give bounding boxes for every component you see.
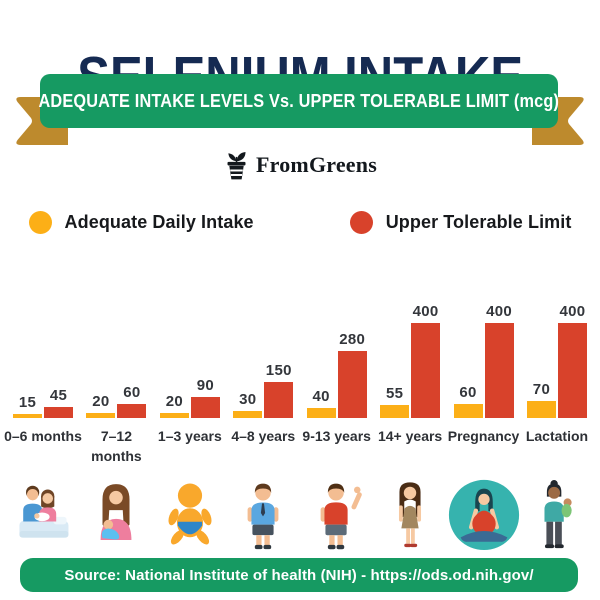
category-label: 14+ years [377, 428, 443, 444]
upper-bar [117, 404, 147, 418]
chart-legend: Adequate Daily Intake Upper Tolerable Li… [0, 211, 600, 234]
adequate-bar [86, 413, 116, 418]
upper-value-label: 400 [486, 303, 512, 320]
adequate-bar [306, 408, 336, 418]
legend-label: Adequate Daily Intake [64, 212, 254, 232]
chart-group-1-3-years: 20 90 1–3 years [157, 298, 223, 552]
adequate-value-label: 20 [92, 393, 110, 410]
chart-group-4-8-years: 30 150 4–8 years [230, 298, 296, 552]
chart-group-14-plus-years: 55 400 14+ years [377, 298, 443, 552]
adequate-value-label: 20 [165, 393, 183, 410]
upper-bar [264, 382, 294, 418]
teen-girl-icon [399, 482, 422, 548]
adequate-bar [526, 401, 556, 418]
adequate-bar [159, 413, 189, 418]
adequate-value-label: 55 [385, 385, 404, 402]
chart-group-pregnancy: 60 400 Pregnancy [448, 298, 519, 552]
category-label: 9-13 years [302, 428, 371, 444]
chart-group-lactation: 70 400 Lactation [524, 298, 590, 552]
bar-chart: 15 45 0–6 months [4, 298, 590, 552]
adequate-bar [233, 411, 263, 418]
toddler-icon [168, 483, 212, 545]
upper-value-label: 400 [559, 303, 586, 320]
adequate-bar [13, 414, 42, 418]
upper-value-label: 60 [123, 384, 141, 401]
upper-bar [557, 323, 587, 418]
legend-item-upper: Upper Tolerable Limit [349, 211, 572, 234]
upper-value-label: 45 [49, 387, 68, 404]
category-label: 4–8 years [231, 428, 296, 444]
adequate-bar [380, 405, 410, 418]
adequate-value-label: 15 [18, 394, 37, 411]
adequate-value-label: 60 [459, 384, 477, 401]
potted-plant-icon [227, 151, 246, 180]
category-label: Pregnancy [447, 428, 520, 444]
adequate-value-label: 40 [312, 388, 330, 405]
chart-group-9-13-years: 40 280 9-13 years [302, 298, 371, 552]
category-label: 0–6 months [4, 428, 82, 444]
legend-item-adequate: Adequate Daily Intake [28, 211, 254, 234]
preteen-boy-waving-icon [320, 483, 362, 550]
upper-value-label: 150 [265, 362, 292, 379]
brand-logo: FromGreens [0, 149, 600, 181]
upper-bar [190, 397, 220, 418]
adequate-value-label: 70 [532, 381, 551, 398]
family-with-newborn-icon [19, 485, 69, 538]
brand-name: FromGreens [256, 152, 377, 177]
pregnant-woman-meditating-icon [448, 479, 519, 551]
upper-value-label: 400 [412, 303, 439, 320]
chart-group-7-12-months: 20 60 7–12 months [83, 298, 149, 552]
category-label: 7–12 months [91, 428, 142, 465]
mother-holding-infant-icon [100, 484, 132, 541]
source-text: Source: National Institute of health (NI… [64, 566, 534, 584]
banner-title: ADEQUATE INTAKE LEVELS Vs. UPPER TOLERAB… [38, 90, 560, 111]
upper-bar [337, 351, 367, 418]
upper-value-label: 280 [339, 331, 366, 348]
category-label: 1–3 years [157, 428, 222, 444]
adequate-swatch-icon [28, 211, 52, 234]
chart-group-0-6-months: 15 45 0–6 months [4, 298, 82, 552]
upper-value-label: 90 [196, 377, 214, 394]
upper-bar [484, 323, 514, 418]
upper-bar [44, 407, 73, 418]
upper-swatch-icon [349, 211, 373, 234]
banner-ribbon: ADEQUATE INTAKE LEVELS Vs. UPPER TOLERAB… [38, 74, 560, 128]
source-bar: Source: National Institute of health (NI… [20, 558, 578, 592]
adequate-bar [453, 404, 483, 418]
mother-carrying-baby-icon [544, 480, 572, 549]
category-label: Lactation [525, 428, 589, 444]
legend-label: Upper Tolerable Limit [385, 212, 572, 232]
adequate-value-label: 30 [239, 391, 257, 408]
child-boy-icon [247, 483, 279, 550]
upper-bar [411, 323, 441, 418]
